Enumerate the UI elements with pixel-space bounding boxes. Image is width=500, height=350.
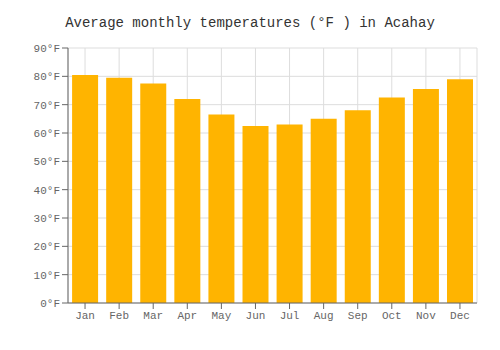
svg-text:90°F: 90°F [34, 43, 60, 55]
svg-text:Aug: Aug [314, 310, 334, 322]
svg-text:60°F: 60°F [34, 128, 60, 140]
svg-text:50°F: 50°F [34, 156, 60, 168]
svg-text:70°F: 70°F [34, 100, 60, 112]
svg-text:30°F: 30°F [34, 213, 60, 225]
svg-text:20°F: 20°F [34, 241, 60, 253]
svg-text:Jun: Jun [246, 310, 266, 322]
svg-text:Dec: Dec [450, 310, 470, 322]
svg-text:Jul: Jul [280, 310, 300, 322]
svg-text:0°F: 0°F [40, 298, 60, 310]
svg-text:10°F: 10°F [34, 270, 60, 282]
svg-text:Oct: Oct [382, 310, 402, 322]
svg-text:40°F: 40°F [34, 185, 60, 197]
svg-text:80°F: 80°F [34, 71, 60, 83]
html-text:Average monthly temperatures (: Average monthly temperatures (°F ) in Ac… [65, 15, 435, 31]
svg-text:Sep: Sep [348, 310, 368, 322]
svg-text:Jan: Jan [75, 310, 95, 322]
svg-text:Feb: Feb [109, 310, 129, 322]
svg-text:Apr: Apr [177, 310, 197, 322]
svg-text:Nov: Nov [416, 310, 436, 322]
svg-text:Mar: Mar [143, 310, 163, 322]
svg-text:May: May [211, 310, 231, 322]
